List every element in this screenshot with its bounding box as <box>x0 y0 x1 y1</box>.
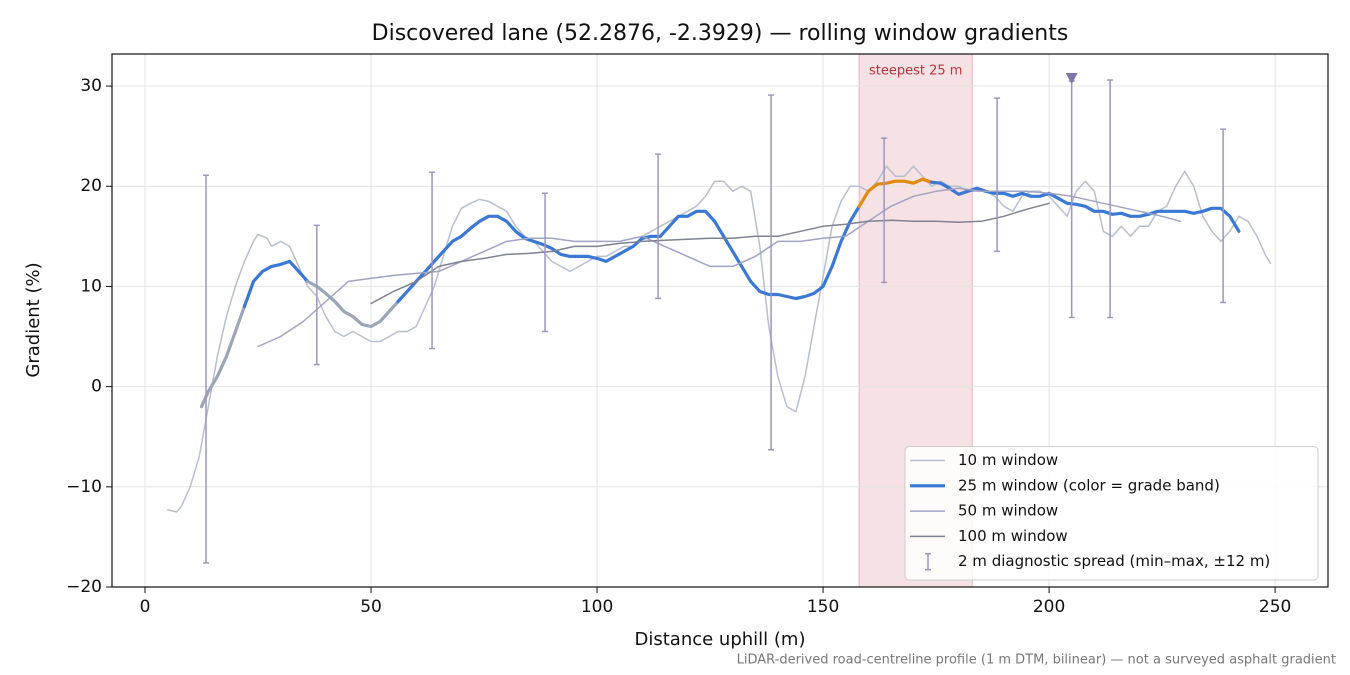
series-line <box>930 180 1241 233</box>
error-bar <box>313 224 320 366</box>
error-bar <box>655 153 662 300</box>
highlight-label: steepest 25 m <box>869 64 962 79</box>
legend-box <box>904 446 1319 581</box>
x-tick-label: 150 <box>807 597 839 617</box>
plot-frame <box>111 53 1329 588</box>
series-line <box>306 279 400 329</box>
series-line <box>370 202 1050 305</box>
error-bar <box>1107 79 1114 319</box>
y-axis-label: Gradient (%) <box>23 262 44 377</box>
error-bar <box>429 171 436 350</box>
x-tick-label: 100 <box>581 597 613 617</box>
series-line <box>857 177 934 208</box>
legend-label: 25 m window (color = grade band) <box>958 476 1220 494</box>
x-tick-label: 50 <box>360 597 382 617</box>
chart-title: Discovered lane (52.2876, -2.3929) — rol… <box>372 21 1069 46</box>
marker <box>1065 73 1078 85</box>
y-tick-label: 20 <box>80 176 102 196</box>
x-tick-label: 200 <box>1033 597 1065 617</box>
legend-label: 100 m window <box>958 527 1068 545</box>
error-bar <box>768 94 775 451</box>
x-tick-label: 0 <box>140 597 151 617</box>
x-axis-label: Distance uphill (m) <box>635 629 806 650</box>
y-tick-label: 0 <box>91 377 102 397</box>
error-bar <box>542 192 549 333</box>
error-bar <box>994 97 1001 253</box>
y-tick-label: −20 <box>66 577 102 597</box>
legend-label: 2 m diagnostic spread (min–max, ±12 m) <box>958 552 1270 570</box>
error-bar <box>1220 128 1227 304</box>
series-line <box>166 165 1272 513</box>
y-tick-label: 10 <box>80 276 102 296</box>
series-line <box>242 259 310 309</box>
footnote: LiDAR-derived road-centreline profile (1… <box>737 653 1336 668</box>
y-tick-label: −10 <box>66 477 102 497</box>
series-line <box>257 187 1181 348</box>
x-tick-label: 250 <box>1259 597 1291 617</box>
series-line <box>199 304 246 409</box>
series-line <box>396 204 861 304</box>
error-bar <box>203 174 210 564</box>
error-bar <box>881 137 888 284</box>
legend-label: 10 m window <box>958 451 1058 469</box>
legend-label: 50 m window <box>958 502 1058 520</box>
y-tick-label: 30 <box>80 76 102 96</box>
